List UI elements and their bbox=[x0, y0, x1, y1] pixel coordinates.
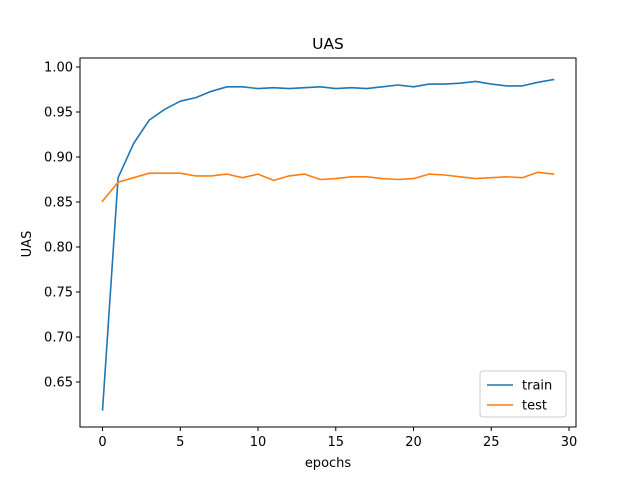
y-tick-label: 0.85 bbox=[44, 196, 73, 211]
x-axis-label: epochs bbox=[305, 456, 352, 471]
legend-label-test: test bbox=[522, 399, 547, 414]
y-tick-label: 1.00 bbox=[44, 61, 73, 76]
legend: train test bbox=[479, 370, 567, 418]
series-line-train bbox=[101, 78, 555, 411]
x-tick-label: 30 bbox=[561, 435, 578, 450]
series-layer bbox=[101, 78, 555, 411]
y-tick-label: 0.75 bbox=[44, 286, 73, 301]
x-tick-label: 15 bbox=[328, 435, 345, 450]
x-tick-label: 20 bbox=[405, 435, 422, 450]
axes-frame bbox=[79, 57, 577, 428]
y-tick-label: 0.65 bbox=[44, 376, 73, 391]
x-tick-label: 5 bbox=[176, 435, 184, 450]
y-tick-label: 0.95 bbox=[44, 106, 73, 121]
y-tick-label: 0.80 bbox=[44, 241, 73, 256]
chart-title: UAS bbox=[312, 35, 344, 53]
x-axis: 0 5 10 15 20 25 30 bbox=[98, 427, 577, 450]
x-tick-label: 10 bbox=[250, 435, 267, 450]
series-line-test bbox=[101, 171, 555, 203]
legend-label-train: train bbox=[522, 379, 552, 394]
y-axis: 0.65 0.70 0.75 0.80 0.85 0.90 0.95 1.00 bbox=[44, 61, 80, 391]
y-tick-label: 0.70 bbox=[44, 331, 73, 346]
x-tick-label: 0 bbox=[98, 435, 106, 450]
y-tick-label: 0.90 bbox=[44, 151, 73, 166]
y-axis-label: UAS bbox=[20, 231, 35, 258]
x-tick-label: 25 bbox=[483, 435, 500, 450]
